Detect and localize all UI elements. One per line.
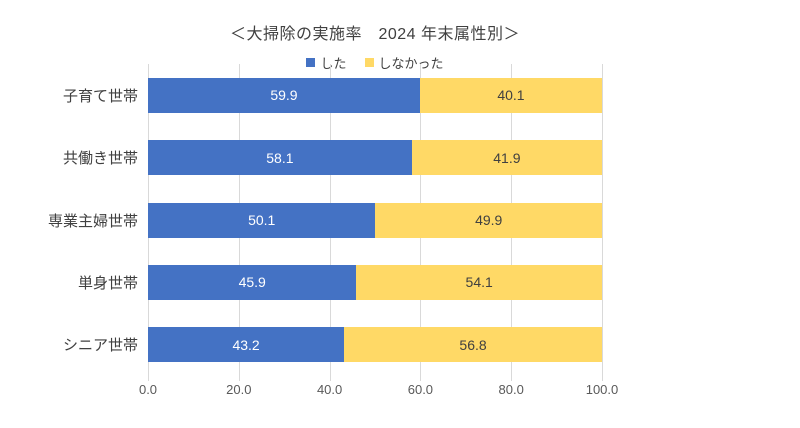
bar-segment-done: 50.1 [148,202,376,238]
bar-segment-done: 58.1 [148,140,412,176]
category-axis: 子育て世帯 共働き世帯 専業主婦世帯 単身世帯 シニア世帯 [0,64,138,376]
axis-tick [329,376,331,381]
bar-segment-not-done: 40.1 [419,77,602,113]
bar-segment-done: 59.9 [148,77,420,113]
chart-title: ＜大掃除の実施率 2024 年末属性別＞ [229,26,521,43]
axis-tick-label: 100.0 [585,382,619,397]
bar-segment-not-done: 49.9 [375,202,602,238]
bar-segment-not-done: 41.9 [411,140,602,176]
axis-tick [511,376,513,381]
plot-area: 59.9 40.1 58.1 41.9 50.1 49.9 45.9 54.1 … [148,64,603,381]
legend-item-done: した [306,53,347,72]
bar-rows: 59.9 40.1 58.1 41.9 50.1 49.9 45.9 54.1 … [148,64,602,376]
bar-segment-done: 43.2 [148,327,345,363]
axis-tick-label: 60.0 [407,382,434,397]
axis-tick [148,376,149,381]
bar-row: 43.2 56.8 [148,327,602,363]
bar-row: 45.9 54.1 [148,264,602,300]
bar-row: 59.9 40.1 [148,77,602,113]
legend-swatch-yellow-icon [364,58,374,67]
category-label: 単身世帯 [77,274,138,292]
category-label: 子育て世帯 [62,87,138,105]
bar-segment-not-done: 54.1 [356,264,602,300]
legend-item-not-done: しなかった [364,53,444,72]
axis-tick [602,376,603,381]
legend-swatch-blue-icon [306,58,316,67]
axis-tick-label: 40.0 [316,382,343,397]
chart-legend: した しなかった [0,53,750,72]
axis-tick-label: 80.0 [498,382,524,397]
value-axis: 0.0 20.0 40.0 60.0 80.0 100.0 [139,382,618,400]
bar-row: 58.1 41.9 [148,140,602,176]
axis-tick-label: 20.0 [226,382,252,397]
gridline [602,64,603,376]
legend-label-not-done: しなかった [378,56,444,71]
axis-tick [420,376,422,381]
bar-segment-not-done: 56.8 [344,327,602,363]
category-label: 専業主婦世帯 [47,212,138,230]
axis-tick-label: 0.0 [138,382,158,397]
legend-label-done: した [320,56,347,71]
category-label: シニア世帯 [62,337,138,355]
axis-tick [238,376,240,381]
category-label: 共働き世帯 [62,150,138,168]
bar-row: 50.1 49.9 [148,202,602,238]
bar-segment-done: 45.9 [148,264,357,300]
